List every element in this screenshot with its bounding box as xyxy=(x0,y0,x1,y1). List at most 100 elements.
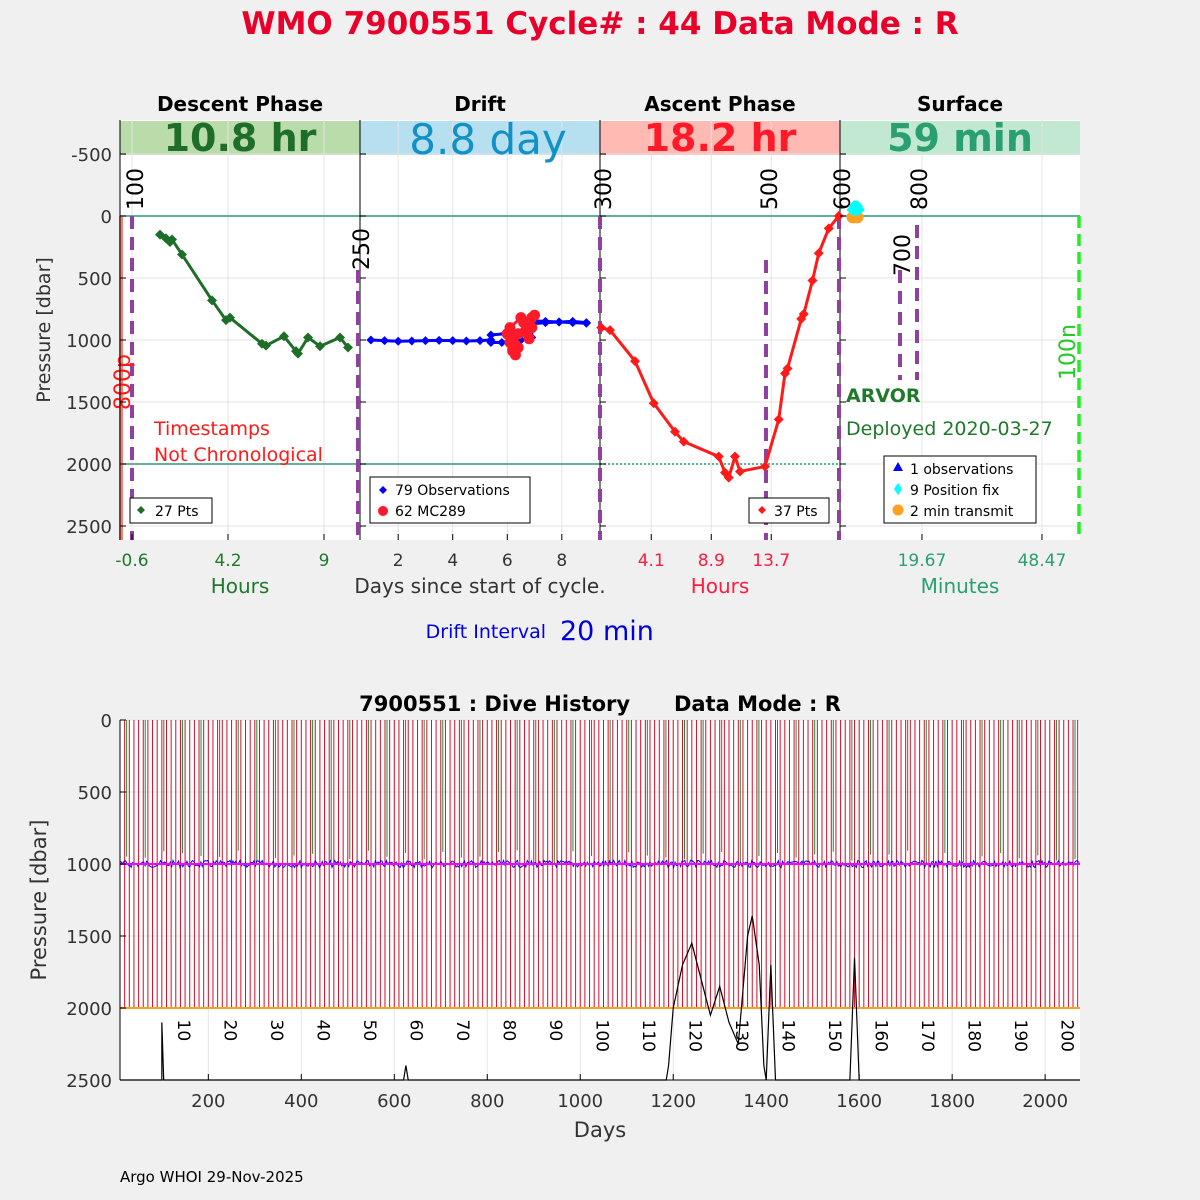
ascent-point xyxy=(596,322,607,333)
history-x-tick-label: 1600 xyxy=(836,1091,882,1112)
mc289-point xyxy=(504,322,516,334)
surface-legend-transmit: 2 min transmit xyxy=(910,504,1014,520)
ascent-point xyxy=(735,466,745,477)
descent-point xyxy=(167,234,177,245)
top-y-tick-label: 500 xyxy=(78,269,112,290)
marker-label-500: 500 xyxy=(758,168,783,210)
page-title: WMO 7900551 Cycle# : 44 Data Mode : R xyxy=(241,6,958,42)
drift-point xyxy=(475,336,485,346)
descent-point xyxy=(315,341,325,352)
drift-point xyxy=(448,336,458,346)
marker-label-100n: 100n xyxy=(1056,324,1081,380)
transmit-legend-marker xyxy=(892,504,904,516)
ascent-point xyxy=(670,426,680,437)
history-y-tick-label: 0 xyxy=(101,711,112,732)
top-y-tick-label: -500 xyxy=(71,145,112,166)
surface-legend-obs: 1 observations xyxy=(910,462,1013,478)
history-cycle-label: 80 xyxy=(499,1020,519,1042)
history-cycle-label: 20 xyxy=(220,1020,240,1042)
ascent-legend-text: 37 Pts xyxy=(774,504,818,520)
top-x-tick-label: 4 xyxy=(447,551,458,571)
history-cycle-label: 10 xyxy=(173,1020,193,1042)
top-y-tick-label: 2500 xyxy=(66,517,112,538)
history-cycle-label: 60 xyxy=(406,1020,426,1042)
drift-point xyxy=(366,335,376,345)
bottom-plot: 7900551 : Dive History Data Mode : R 10 2… xyxy=(27,692,1080,1142)
history-x-tick-label: 1000 xyxy=(557,1091,603,1112)
drift-point xyxy=(554,317,564,327)
history-cycle-label: 120 xyxy=(684,1020,704,1052)
history-cycle-label: 200 xyxy=(1056,1020,1076,1052)
history-y-ticks: 0 500 1000 1500 2000 2500 xyxy=(66,711,126,1092)
drift-point xyxy=(497,337,507,347)
top-y-tick-label: 1000 xyxy=(66,331,112,352)
descent-point xyxy=(343,342,353,353)
surface-duration: 59 min xyxy=(887,116,1033,160)
history-title: 7900551 : Dive History Data Mode : R xyxy=(359,692,841,716)
history-y-tick-label: 2000 xyxy=(66,999,112,1020)
descent-point xyxy=(225,312,235,323)
drift-interval-label: Drift Interval xyxy=(426,621,546,643)
drift-banner-bg xyxy=(360,121,600,155)
ascent-point xyxy=(813,248,824,259)
transmit-band xyxy=(852,211,858,224)
history-cycle-label: 150 xyxy=(824,1020,844,1052)
descent-point xyxy=(177,249,187,260)
history-x-tick-label: 400 xyxy=(284,1091,318,1112)
history-data xyxy=(119,720,1080,1081)
drift-point xyxy=(568,318,578,328)
ascent-title: Ascent Phase xyxy=(644,92,795,116)
ascent-point xyxy=(723,472,734,483)
history-x-tick-label: 200 xyxy=(191,1091,225,1112)
ascent-point xyxy=(678,436,689,447)
drift-unit: Days since start of cycle. xyxy=(354,574,605,598)
top-data xyxy=(155,200,865,483)
drift-title: Drift xyxy=(454,92,506,116)
top-x-tick-label: 8 xyxy=(556,551,567,571)
ascent-point xyxy=(760,461,770,472)
history-x-label: Days xyxy=(574,1118,626,1142)
descent-point xyxy=(279,331,289,342)
surface-legend: 1 observations 9 Position fix 2 min tran… xyxy=(883,455,1037,524)
drift-point xyxy=(420,336,430,346)
drift-legend: 79 Observations 62 MC289 xyxy=(369,476,531,524)
ascent-point xyxy=(648,398,659,409)
surface-legend-fix: 9 Position fix xyxy=(910,483,999,499)
deployed-date: Deployed 2020-03-27 xyxy=(846,418,1053,440)
drift-legend-mc289: 62 MC289 xyxy=(395,504,466,520)
drift-point xyxy=(393,336,403,346)
marker-label-800: 800 xyxy=(908,168,933,210)
descent-point xyxy=(207,295,217,306)
history-y-label: Pressure [dbar] xyxy=(27,820,51,981)
ascent-point xyxy=(833,211,844,221)
history-cycle-label: 40 xyxy=(313,1020,333,1042)
mc289-point xyxy=(523,333,535,345)
history-cycle-label: 30 xyxy=(266,1020,286,1042)
history-x-tick-label: 1800 xyxy=(929,1091,975,1112)
ascent-point xyxy=(782,363,793,374)
mc289-point xyxy=(507,345,519,357)
drift-legend-marker xyxy=(379,486,387,494)
drift-legend-obs: 79 Observations xyxy=(395,483,510,499)
marker-label-250: 250 xyxy=(350,228,375,270)
descent-legend: 27 Pts xyxy=(129,497,213,524)
history-x-ticks: 200 400 600 800 1000 1200 1400 1600 1800 2000 xyxy=(191,1074,1068,1112)
drift-point xyxy=(486,337,496,347)
history-y-tick-label: 500 xyxy=(78,783,112,804)
footer: Argo WHOI 29-Nov-2025 xyxy=(120,1168,304,1186)
top-y-label: Pressure [dbar] xyxy=(33,257,55,403)
top-y-tick-label: 1500 xyxy=(66,393,112,414)
top-x-tick-label: 6 xyxy=(502,551,513,571)
descent-legend-text: 27 Pts xyxy=(155,504,199,520)
history-y-tick-label: 1000 xyxy=(66,855,112,876)
top-x-ticks: -0.6 4.2 9 2 4 6 8 4.1 8.9 13.7 19.67 48.47 xyxy=(115,534,1066,571)
top-plot: Descent Phase Drift Ascent Phase Surface… xyxy=(33,92,1081,647)
ascent-point xyxy=(605,325,615,336)
top-y-tick-label: 0 xyxy=(101,207,112,228)
ascent-duration: 18.2 hr xyxy=(644,116,797,160)
top-x-tick-label: 4.1 xyxy=(638,551,665,571)
history-x-tick-label: 800 xyxy=(470,1091,504,1112)
top-x-tick-label: 48.47 xyxy=(1018,551,1067,571)
history-cycle-label: 160 xyxy=(870,1020,890,1052)
